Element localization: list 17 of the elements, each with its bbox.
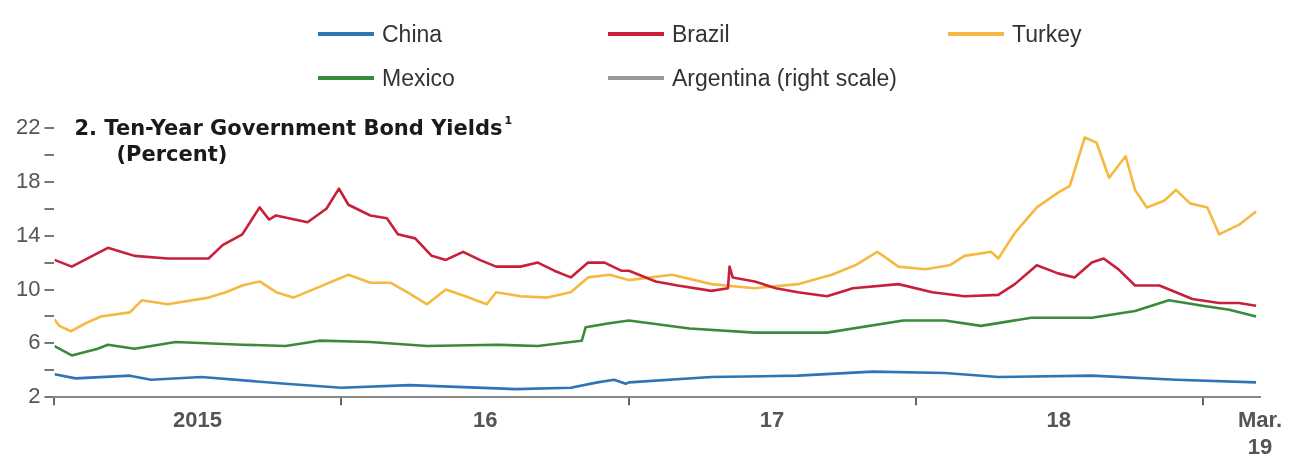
- legend-label: China: [382, 20, 443, 48]
- y-tick-label: 2: [28, 383, 41, 409]
- y-tick-label: 22: [15, 114, 41, 140]
- x-tick-label: Mar. 19: [1237, 407, 1283, 459]
- legend-label: Brazil: [672, 20, 730, 48]
- y-tick-label: 14: [15, 221, 41, 247]
- x-tick-label: 16: [472, 407, 498, 433]
- text: (Percent): [116, 142, 228, 167]
- legend-label: Argentina (right scale): [672, 64, 897, 92]
- legend-label: Turkey: [1012, 20, 1082, 48]
- y-tick-label: 6: [28, 329, 41, 355]
- x-tick-label: 17: [759, 407, 785, 433]
- x-tick-label: 18: [1046, 407, 1072, 433]
- x-tick-label: 2015: [173, 407, 222, 433]
- y-tick-label: 10: [15, 275, 41, 301]
- y-tick-label: 18: [15, 167, 41, 193]
- legend-label: Mexico: [382, 64, 455, 92]
